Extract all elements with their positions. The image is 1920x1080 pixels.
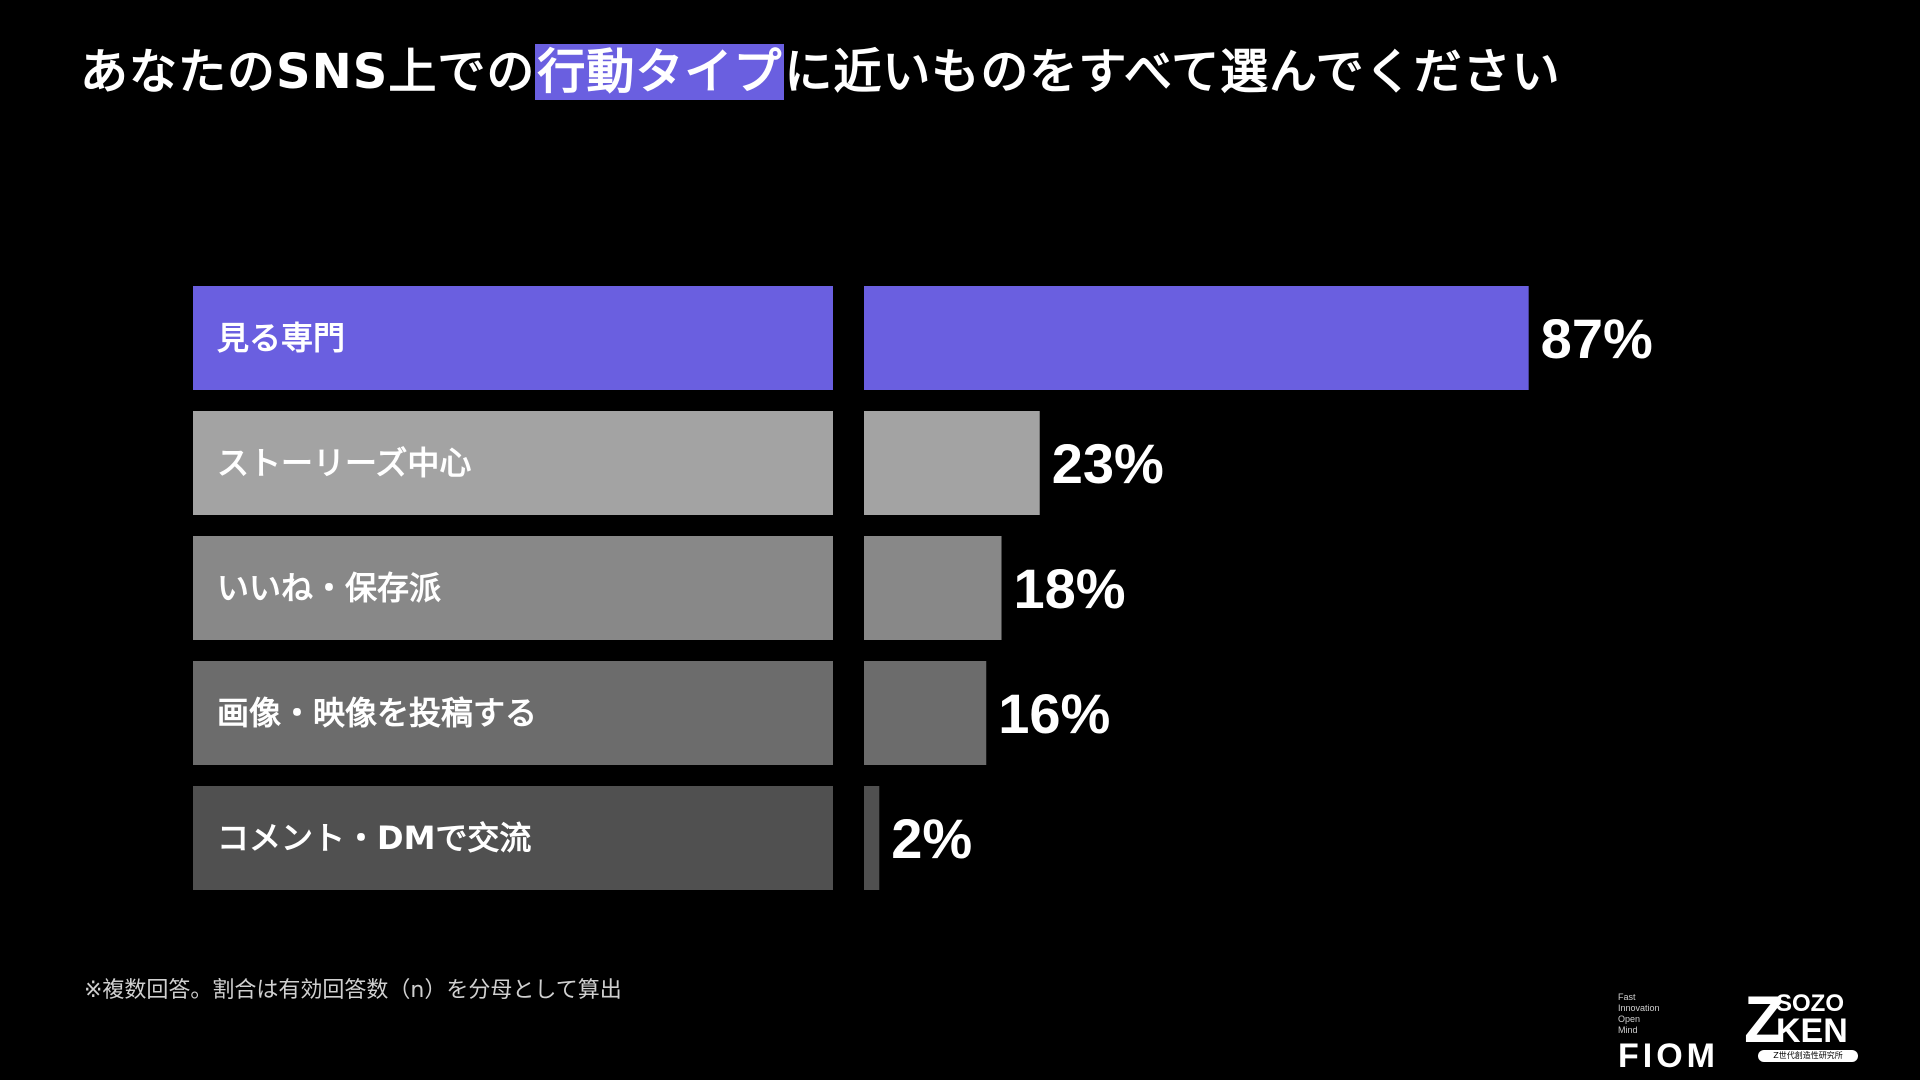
title-text-after: に近いものをすべて選んでください — [784, 44, 1561, 100]
sozo-ken-logo-subtitle: Z世代創造性研究所 — [1758, 1050, 1858, 1062]
page-title: あなたのSNS上での行動タイプに近いものをすべて選んでください — [80, 40, 1561, 104]
fiom-logo-line-4: Mind — [1618, 1025, 1638, 1035]
sozo-ken-logo-top: SOZO — [1776, 990, 1845, 1017]
sozo-ken-logo-z: Z — [1744, 982, 1785, 1056]
data-label: 23% — [1052, 432, 1164, 495]
data-label: 87% — [1541, 307, 1653, 370]
title-text-before: あなたのSNS上での — [80, 44, 536, 100]
category-label: 画像・映像を投稿する — [217, 694, 537, 732]
footnote: ※複数回答。割合は有効回答数（n）を分母として算出 — [84, 978, 622, 1003]
category-label: ストーリーズ中心 — [217, 444, 471, 482]
fiom-logo: Fast Innovation Open Mind FIOM — [1618, 992, 1728, 1074]
data-label: 16% — [998, 682, 1110, 745]
sozo-ken-logo-bottom: KEN — [1776, 1012, 1848, 1050]
fiom-logo-wordmark: FIOM — [1618, 1037, 1719, 1075]
category-label-box — [193, 786, 833, 890]
bar — [864, 411, 1040, 515]
title-highlight: 行動タイプ — [535, 44, 785, 100]
fiom-logo-line-1: Fast — [1618, 992, 1636, 1002]
category-label-box — [193, 286, 833, 390]
fiom-logo-line-3: Open — [1618, 1014, 1641, 1024]
bar — [864, 661, 987, 765]
category-label: 見る専門 — [217, 319, 345, 357]
category-label-box — [193, 536, 833, 640]
category-label-box — [193, 661, 833, 765]
fiom-logo-line-2: Innovation — [1618, 1003, 1660, 1013]
sozo-ken-logo: Z SOZO KEN Z世代創造性研究所 — [1744, 986, 1869, 1066]
bar — [864, 536, 1002, 640]
bar — [864, 786, 880, 890]
category-label: コメント・DMで交流 — [217, 819, 531, 857]
data-label: 18% — [1014, 557, 1126, 620]
category-label-box — [193, 411, 833, 515]
data-label: 2% — [891, 807, 972, 870]
bar — [864, 286, 1529, 390]
category-label: いいね・保存派 — [217, 569, 441, 607]
